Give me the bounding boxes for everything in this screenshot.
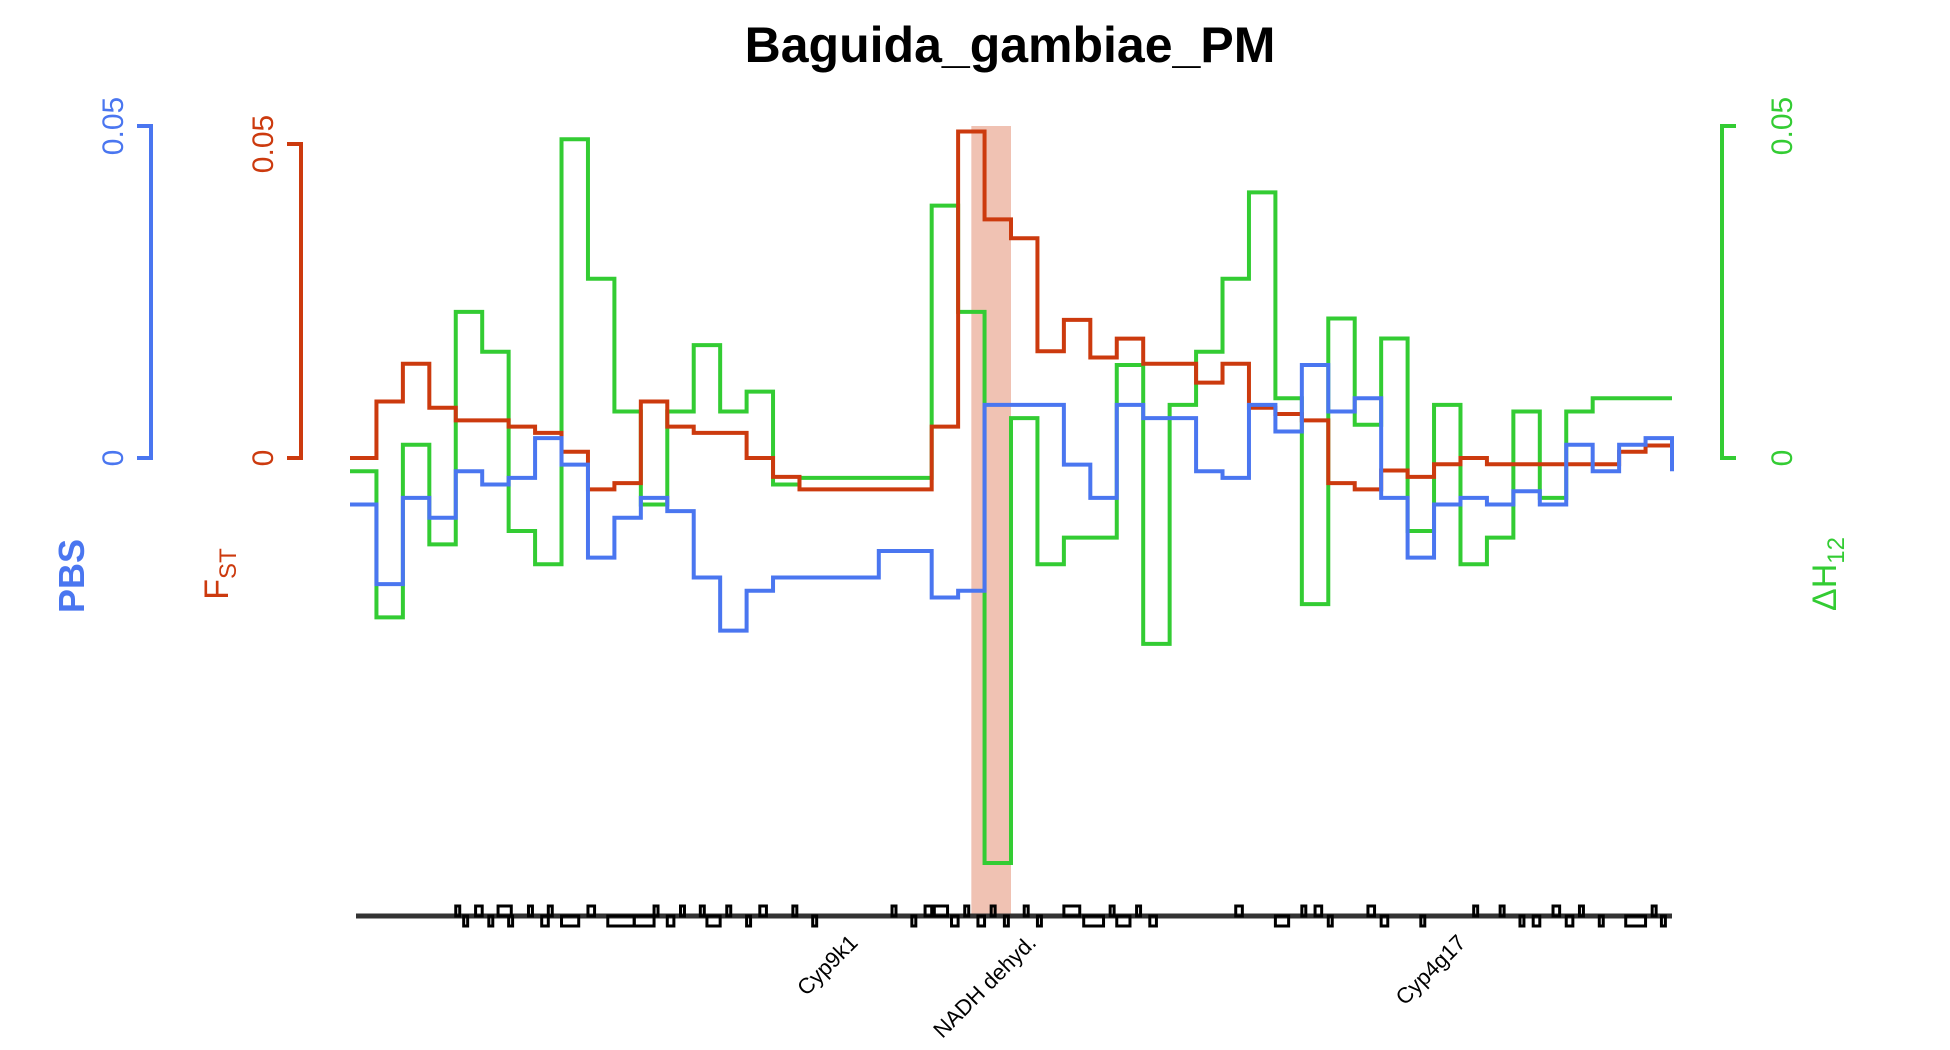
- gene-mark: [890, 904, 898, 918]
- gene-mark: [923, 904, 934, 918]
- gene-mark: [454, 904, 462, 918]
- gene-mark: [1366, 904, 1377, 918]
- gene-mark: [963, 904, 971, 918]
- gene-mark: [1518, 914, 1526, 928]
- gene-mark: [1577, 904, 1585, 918]
- dh12-label-sub: 12: [1823, 537, 1850, 564]
- gene-mark: [1062, 904, 1082, 918]
- pbs-tick-zero: 0: [97, 450, 130, 467]
- gene-mark: [791, 904, 799, 918]
- gene-mark: [976, 914, 987, 928]
- pbs-series-line: [350, 363, 1674, 633]
- pbs-axis: 0.05 0 PBS: [51, 97, 153, 613]
- gene-mark: [474, 904, 484, 918]
- gene-mark: [932, 904, 950, 918]
- gene-mark: [1379, 914, 1390, 928]
- gene-mark: [1498, 904, 1506, 918]
- gene-label: Cyp9k1: [792, 930, 862, 1000]
- gene-mark: [1108, 904, 1116, 918]
- pbs-axis-line: [137, 124, 153, 460]
- gene-mark: [1273, 914, 1291, 928]
- fst-tick-max: 0.05: [247, 115, 280, 173]
- fst-tick-zero: 0: [247, 450, 280, 467]
- dh12-series-line: [350, 137, 1672, 866]
- gene-mark: [725, 904, 733, 918]
- gene-mark: [989, 904, 997, 918]
- gene-mark: [560, 914, 581, 928]
- gene-mark: [586, 904, 597, 918]
- gene-mark: [1022, 904, 1030, 918]
- gene-mark: [1115, 914, 1132, 928]
- gene-mark: [811, 914, 819, 928]
- gene-mark: [1148, 914, 1158, 928]
- gene-mark: [462, 914, 470, 928]
- fst-axis: 0.05 0 FST: [198, 115, 303, 600]
- gene-mark: [1035, 914, 1043, 928]
- gene-mark: [1234, 904, 1244, 918]
- dh12-axis-label: ΔH12: [1806, 537, 1850, 611]
- gene-mark: [665, 914, 676, 928]
- gene-mark: [496, 904, 513, 918]
- gene-mark: [679, 904, 686, 918]
- gene-mark: [1082, 914, 1106, 928]
- dh12-tick-max: 0.05: [1766, 97, 1799, 155]
- pbs-axis-label: PBS: [51, 539, 92, 613]
- gene-mark: [487, 914, 495, 928]
- gene-mark: [950, 914, 960, 928]
- gene-mark: [1531, 914, 1542, 928]
- fst-label-sub: ST: [215, 548, 242, 579]
- fst-axis-label: FST: [198, 548, 242, 600]
- highlight-region: [971, 126, 1011, 916]
- gene-mark: [705, 914, 722, 928]
- gene-mark: [507, 914, 515, 928]
- pbs-tick-max: 0.05: [97, 97, 130, 155]
- gene-mark: [652, 904, 660, 918]
- gene-mark: [910, 914, 918, 928]
- gene-mark: [1472, 904, 1480, 918]
- gene-mark: [1002, 914, 1010, 928]
- chart-title: Baguida_gambiae_PM: [745, 17, 1276, 73]
- gene-mark: [1551, 904, 1562, 918]
- gene-mark: [698, 904, 706, 918]
- gene-mark: [632, 914, 656, 928]
- gene-mark: [1135, 904, 1143, 918]
- gene-mark: [1597, 914, 1605, 928]
- gene-mark: [540, 914, 550, 928]
- gene-mark: [745, 914, 753, 928]
- gene-mark: [1326, 914, 1334, 928]
- fst-axis-line: [287, 142, 303, 460]
- fst-label-main: F: [198, 579, 236, 600]
- gene-mark: [1650, 904, 1658, 918]
- gene-label: NADH dehyd.: [928, 930, 1041, 1043]
- dh12-axis: 0.05 0 ΔH12: [1720, 97, 1850, 611]
- gene-mark: [1300, 904, 1308, 918]
- gene-mark: [1313, 904, 1324, 918]
- gene-mark: [1624, 914, 1648, 928]
- dh12-label-main: ΔH: [1806, 564, 1844, 611]
- dh12-tick-zero: 0: [1766, 450, 1799, 467]
- gene-mark: [758, 904, 768, 918]
- gene-mark: [546, 904, 554, 918]
- dh12-axis-line: [1720, 124, 1736, 460]
- gene-mark: [1564, 914, 1575, 928]
- gene-mark: [1659, 914, 1667, 928]
- gene-mark: [606, 914, 636, 928]
- gene-mark: [526, 904, 534, 918]
- gene-mark: [1419, 914, 1427, 928]
- gene-label: Cyp4g17: [1391, 930, 1471, 1010]
